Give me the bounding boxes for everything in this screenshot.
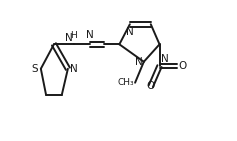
Text: N: N bbox=[135, 57, 142, 67]
Text: N: N bbox=[161, 54, 169, 63]
Text: N: N bbox=[126, 27, 134, 37]
Text: S: S bbox=[31, 64, 38, 74]
Text: CH₃: CH₃ bbox=[118, 78, 134, 87]
Text: N: N bbox=[65, 33, 73, 43]
Text: O: O bbox=[147, 81, 155, 91]
Text: O: O bbox=[179, 61, 187, 71]
Text: H: H bbox=[71, 31, 77, 40]
Text: N: N bbox=[70, 64, 78, 74]
Text: N: N bbox=[86, 30, 94, 40]
